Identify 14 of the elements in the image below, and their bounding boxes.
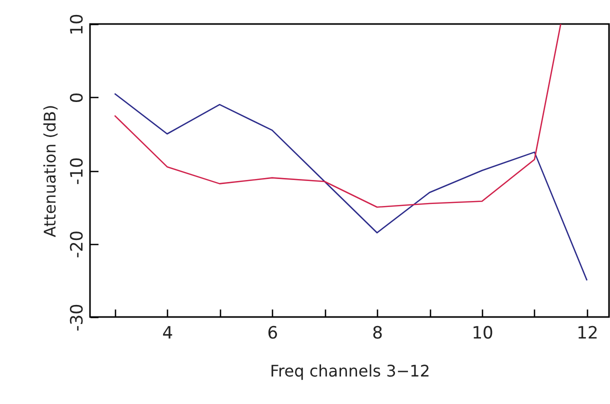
y-axis-title: Attenuation (dB) (40, 104, 60, 238)
x-tick-label: 12 (576, 324, 598, 344)
x-axis-title: Freq channels 3−12 (270, 362, 430, 380)
x-tick-label: 10 (472, 324, 494, 344)
y-tick-label: -20 (68, 230, 88, 258)
y-tick-label: -30 (68, 304, 88, 332)
line-series (114, 24, 562, 208)
y-tick-label: -10 (68, 157, 88, 185)
line-series (114, 92, 588, 282)
x-tick-label: 6 (267, 324, 278, 344)
y-tick-label: 10 (68, 14, 88, 36)
y-tick-label: 0 (68, 92, 88, 104)
x-tick-label: 4 (162, 324, 174, 344)
x-tick-label: 8 (372, 324, 383, 344)
